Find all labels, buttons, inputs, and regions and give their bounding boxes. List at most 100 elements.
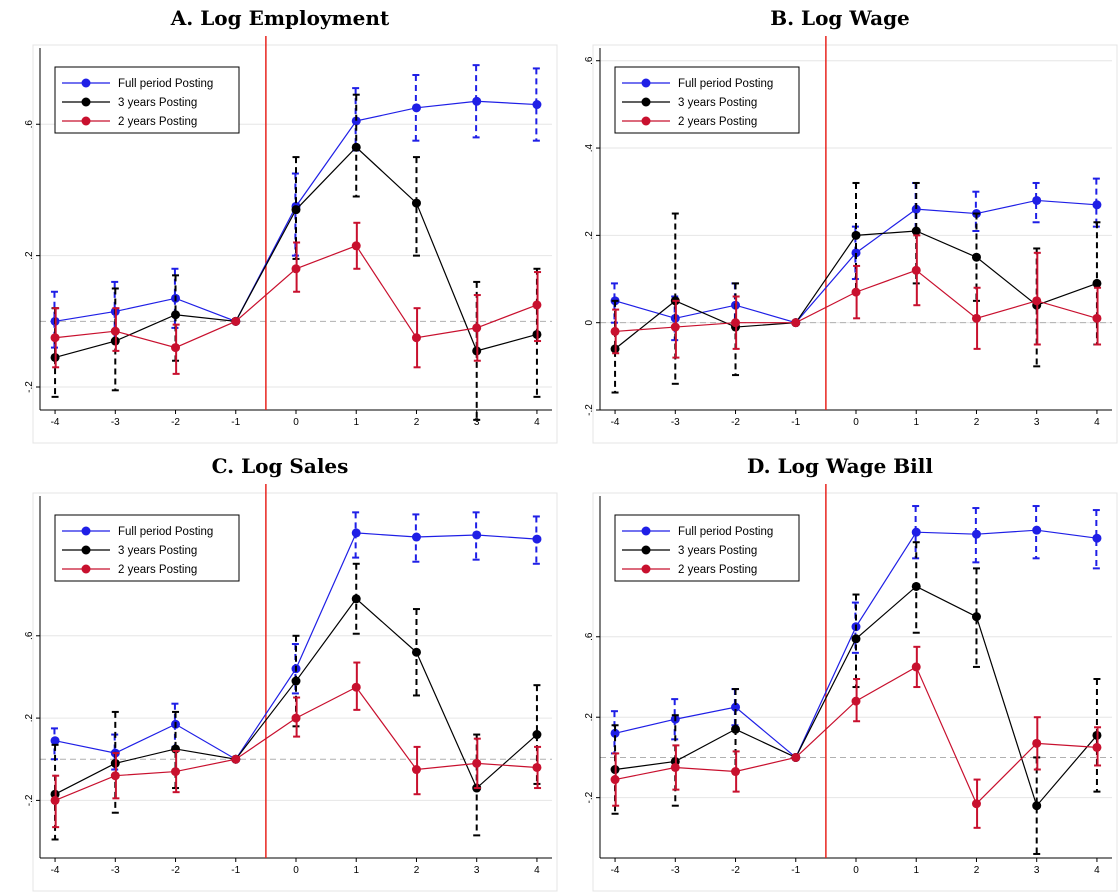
x-tick-label: 0: [293, 417, 299, 428]
panel-frame: [32, 492, 558, 892]
data-point: [1092, 200, 1102, 210]
data-point: [411, 103, 421, 113]
data-point: [532, 100, 542, 110]
legend: Full period Posting 3 years Posting 2 year…: [54, 514, 240, 582]
panel-frame: [32, 44, 558, 444]
data-point: [411, 647, 421, 657]
data-point: [731, 767, 741, 777]
data-point: [411, 765, 421, 775]
chart-c-log-sales: -.2 .2 .6 -4 -3 -2 -1 0 1 2 3 4 Full period Posting 3…: [24, 484, 558, 892]
legend-label: Full period Posting: [678, 78, 773, 90]
x-tick-label: 4: [534, 417, 540, 428]
legend-swatch-marker: [81, 526, 91, 536]
chart-d-log-wage-bill: -.2 .2 .6 -4 -3 -2 -1 0 1 2 3 4 Full period Posting 3…: [584, 484, 1118, 892]
data-point: [851, 230, 861, 240]
legend-label: Full period Posting: [118, 78, 213, 90]
series-two: [610, 234, 1102, 359]
y-tick-label: .6: [584, 632, 595, 641]
data-point: [731, 724, 741, 734]
data-point: [791, 752, 801, 762]
data-point: [472, 96, 482, 106]
series-two: [610, 645, 1102, 829]
x-tick-label: 3: [474, 417, 480, 428]
data-point: [351, 528, 361, 538]
x-tick-label: 4: [1094, 417, 1100, 428]
data-point: [1092, 533, 1102, 543]
data-point: [1032, 195, 1042, 205]
legend-swatch-marker: [81, 545, 91, 555]
data-point: [50, 333, 60, 343]
data-point: [110, 771, 120, 781]
x-tick-label: 1: [353, 865, 359, 876]
data-point: [472, 758, 482, 768]
legend-swatch-marker: [81, 116, 91, 126]
x-tick-label: 2: [414, 865, 420, 876]
chart-title: C. Log Sales: [211, 454, 349, 478]
x-tick-label: 4: [534, 865, 540, 876]
data-point: [171, 310, 181, 320]
x-tick-label: -2: [731, 865, 740, 876]
data-point: [351, 682, 361, 692]
data-point: [731, 318, 741, 328]
legend-label: 2 years Posting: [118, 116, 197, 128]
data-point: [50, 795, 60, 805]
y-tick-label: .6: [24, 631, 35, 640]
x-tick-label: 0: [853, 865, 859, 876]
y-tick-label: .2: [24, 251, 35, 260]
x-tick-label: 2: [974, 417, 980, 428]
chart-b-log-wage: -.2 0 .2 .4 .6 -4 -3 -2 -1 0 1 2 3 4 Full period Posti…: [584, 36, 1118, 444]
x-tick-label: -1: [791, 417, 800, 428]
x-tick-label: -2: [171, 865, 180, 876]
legend-label: 2 years Posting: [118, 564, 197, 576]
data-point: [351, 241, 361, 251]
data-point: [411, 333, 421, 343]
x-tick-label: 3: [1034, 417, 1040, 428]
legend-label: Full period Posting: [118, 526, 213, 538]
data-point: [532, 762, 542, 772]
data-point: [532, 534, 542, 544]
panel-b: B. Log Wage -.2 0 .2 .4 .6 -4 -3 -2 -1 0 1 2 3 4 Full …: [560, 0, 1120, 448]
data-point: [971, 313, 981, 323]
data-point: [1032, 525, 1042, 535]
data-point: [1032, 801, 1042, 811]
data-point: [291, 264, 301, 274]
data-point: [1032, 738, 1042, 748]
panel-a: A. Log Employment -.2 .2 .6 -4 -3 -2 -1 0 1 2 3 4 Fu…: [0, 0, 560, 448]
series-two: [50, 661, 542, 829]
legend-label: 2 years Posting: [678, 116, 757, 128]
chart-a-log-employment: -.2 .2 .6 -4 -3 -2 -1 0 1 2 3 4 Full period Posting 3…: [24, 36, 558, 444]
data-point: [911, 581, 921, 591]
legend-swatch-marker: [81, 78, 91, 88]
x-tick-label: 0: [293, 865, 299, 876]
data-point: [291, 676, 301, 686]
data-point: [911, 662, 921, 672]
panel-frame: [592, 44, 1118, 444]
x-tick-label: -3: [671, 865, 680, 876]
data-point: [532, 730, 542, 740]
x-tick-label: 1: [913, 417, 919, 428]
series-three: [610, 181, 1102, 394]
data-point: [171, 767, 181, 777]
data-point: [971, 529, 981, 539]
legend-label: Full period Posting: [678, 526, 773, 538]
x-tick-label: -2: [731, 417, 740, 428]
data-point: [610, 775, 620, 785]
y-tick-label: .4: [584, 143, 595, 152]
chart-title: B. Log Wage: [770, 6, 910, 30]
data-point: [731, 702, 741, 712]
x-tick-label: 1: [913, 865, 919, 876]
x-tick-label: 3: [474, 865, 480, 876]
data-point: [791, 318, 801, 328]
data-point: [1092, 278, 1102, 288]
legend: Full period Posting 3 years Posting 2 year…: [54, 66, 240, 134]
x-tick-label: -1: [791, 865, 800, 876]
chart-title: A. Log Employment: [170, 6, 390, 30]
legend-swatch-marker: [81, 97, 91, 107]
y-tick-label: .2: [24, 713, 35, 722]
panel-d: D. Log Wage Bill -.2 .2 .6 -4 -3 -2 -1 0 1 2 3 4 Ful…: [560, 448, 1120, 896]
x-tick-label: 3: [1034, 865, 1040, 876]
legend-swatch-marker: [81, 564, 91, 574]
legend-label: 3 years Posting: [678, 545, 757, 557]
chart-title: D. Log Wage Bill: [747, 454, 933, 478]
x-tick-label: 2: [414, 417, 420, 428]
